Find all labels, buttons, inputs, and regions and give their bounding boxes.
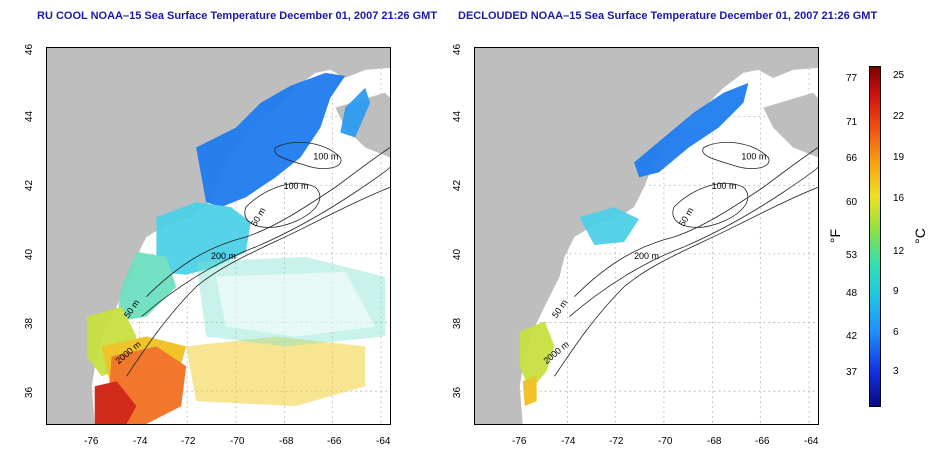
colorbar-f-label: 66 (846, 153, 858, 164)
contour-label: 100 m (712, 181, 737, 191)
colorbar-c-label: 3 (893, 366, 899, 377)
colorbar-f-label: 77 (846, 73, 858, 84)
colorbar-c-label: 25 (893, 70, 905, 81)
contour-label: 100 m (313, 151, 338, 161)
left-sst-map: 100 m 100 m 50 m 200 m 50 m 2000 m (46, 47, 391, 425)
x-tick-label: -76 (84, 436, 99, 447)
x-tick-label: -72 (609, 436, 624, 447)
x-tick-label: -68 (279, 436, 294, 447)
y-tick-label: 40 (452, 248, 464, 261)
x-tick-label: -64 (804, 436, 819, 447)
y-tick-label: 36 (452, 386, 464, 399)
y-tick-label: 38 (24, 317, 36, 330)
temperature-colorbar (869, 66, 881, 407)
x-tick-label: -64 (376, 436, 391, 447)
x-tick-label: -70 (230, 436, 245, 447)
right-map-title: DECLOUDED NOAA–15 Sea Surface Temperatur… (458, 10, 878, 22)
bathymetry-contours (126, 141, 390, 377)
right-sst-map: 100 m 100 m 50 m 200 m 50 m 2000 m (474, 47, 819, 425)
contour-label: 200 m (634, 251, 659, 261)
y-tick-label: 40 (24, 248, 36, 261)
y-tick-label: 42 (24, 179, 36, 192)
sst-data (519, 82, 749, 407)
x-tick-label: -68 (707, 436, 722, 447)
colorbar-c-label: 19 (893, 152, 905, 163)
y-tick-label: 44 (452, 110, 464, 123)
y-tick-label: 44 (24, 110, 36, 123)
contour-label: 50 m (550, 298, 570, 320)
left-map-title: RU COOL NOAA–15 Sea Surface Temperature … (37, 10, 438, 22)
colorbar-c-label: 16 (893, 193, 905, 204)
x-tick-label: -72 (181, 436, 196, 447)
sst-data (86, 72, 386, 424)
colorbar-f-label: 53 (846, 250, 858, 261)
colorbar-f-label: 71 (846, 117, 858, 128)
colorbar-c-label: 12 (893, 246, 905, 257)
colorbar-f-label: 48 (846, 288, 858, 299)
y-tick-label: 46 (452, 43, 464, 56)
land-mass (47, 48, 390, 424)
colorbar-unit-celsius: °C (911, 228, 928, 244)
land-mass (475, 48, 818, 424)
x-tick-label: -70 (658, 436, 673, 447)
bathymetry-contours (554, 141, 818, 377)
contour-label: 100 m (741, 151, 766, 161)
y-tick-label: 42 (452, 179, 464, 192)
x-tick-label: -74 (133, 436, 148, 447)
y-tick-label: 36 (24, 386, 36, 399)
x-tick-label: -66 (327, 436, 342, 447)
x-tick-label: -74 (561, 436, 576, 447)
contour-label: 200 m (211, 251, 236, 261)
colorbar-unit-fahrenheit: °F (827, 228, 844, 244)
y-tick-label: 46 (24, 43, 36, 56)
y-tick-label: 38 (452, 317, 464, 330)
colorbar-f-label: 60 (846, 197, 858, 208)
colorbar-c-label: 6 (893, 327, 899, 338)
colorbar-c-label: 22 (893, 111, 905, 122)
colorbar-f-label: 42 (846, 331, 858, 342)
colorbar-c-label: 9 (893, 286, 899, 297)
x-tick-label: -66 (755, 436, 770, 447)
contour-label: 100 m (284, 181, 309, 191)
x-tick-label: -76 (512, 436, 527, 447)
contour-label: 50 m (249, 206, 268, 228)
contour-label: 50 m (677, 206, 696, 228)
colorbar-f-label: 37 (846, 367, 858, 378)
